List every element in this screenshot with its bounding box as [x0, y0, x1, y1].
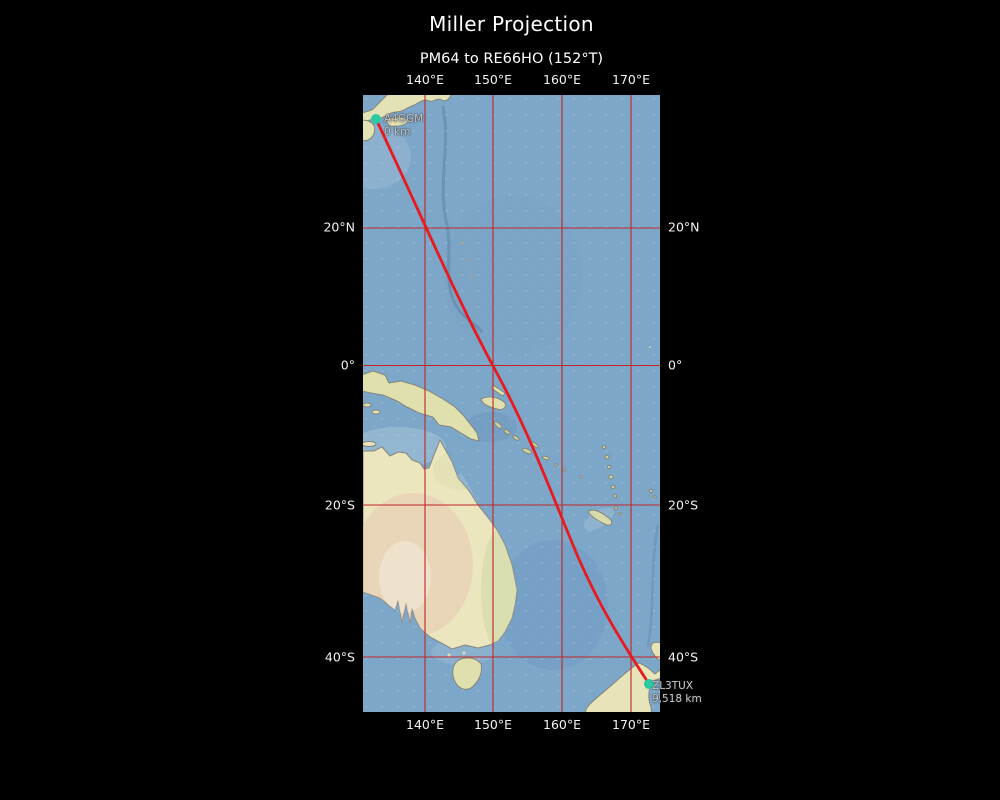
axis-tick-bottom-150e: 150°E — [473, 717, 513, 732]
axis-tick-top-160e: 160°E — [542, 72, 582, 87]
marker-end — [644, 679, 654, 689]
end-distance: 9,518 km — [652, 692, 702, 705]
marker-end-label: ZL3TUX 9,518 km — [652, 680, 702, 705]
island-aru — [371, 409, 381, 415]
axis-tick-bottom-160e: 160°E — [542, 717, 582, 732]
landmasses — [363, 95, 660, 712]
island-fiji — [648, 488, 654, 494]
land-new-guinea — [363, 370, 480, 442]
island-speck-north — [649, 346, 651, 348]
end-callsign: ZL3TUX — [652, 680, 694, 692]
islands-solomons — [493, 421, 583, 479]
marker-start-label: A4GGM 0 km — [384, 113, 423, 138]
map-svg — [363, 95, 660, 712]
island-speck — [468, 275, 472, 279]
island-speck — [465, 258, 469, 262]
islands-vanuatu — [601, 444, 618, 499]
marker-start — [371, 114, 381, 124]
axis-tick-left-40s: 40°S — [324, 649, 355, 665]
axis-tick-bottom-140e: 140°E — [405, 717, 445, 732]
land-new-caledonia — [588, 509, 613, 526]
graticule — [363, 95, 660, 712]
axis-tick-left-20s: 20°S — [324, 497, 355, 513]
island-fiji-2 — [653, 495, 657, 499]
figure-title: Miller Projection — [429, 12, 594, 36]
route-path — [374, 117, 651, 686]
start-distance: 0 km — [384, 125, 411, 138]
island-flinders — [462, 651, 466, 655]
land-japan-shikoku — [386, 116, 410, 127]
land-japan-honshu — [363, 95, 452, 122]
island-specks-marianas — [461, 241, 465, 245]
land-tasmania — [452, 657, 482, 690]
axis-tick-right-0: 0° — [668, 357, 683, 373]
island-kai — [363, 402, 372, 408]
axis-tick-top-170e: 170°E — [611, 72, 651, 87]
island-tiwi — [363, 441, 377, 447]
axis-tick-bottom-170e: 170°E — [611, 717, 651, 732]
axis-tick-right-20n: 20°N — [668, 219, 700, 235]
axis-tick-top-140e: 140°E — [405, 72, 445, 87]
figure-subtitle: PM64 to RE66HO (152°T) — [419, 51, 604, 67]
land-nz-south-island — [585, 662, 660, 712]
axis-tick-right-20s: 20°S — [668, 497, 699, 513]
map-area — [363, 95, 660, 712]
start-callsign: A4GGM — [384, 113, 424, 125]
axis-tick-right-40s: 40°S — [668, 649, 699, 665]
axis-tick-left-0: 0° — [340, 357, 355, 373]
island-loyalty — [614, 506, 618, 510]
axis-tick-top-150e: 150°E — [473, 72, 513, 87]
island-king — [447, 653, 451, 657]
axis-tick-left-20n: 20°N — [323, 219, 355, 235]
land-new-ireland — [490, 384, 506, 397]
island-loyalty-2 — [618, 512, 622, 516]
land-japan-kyushu — [363, 119, 376, 142]
